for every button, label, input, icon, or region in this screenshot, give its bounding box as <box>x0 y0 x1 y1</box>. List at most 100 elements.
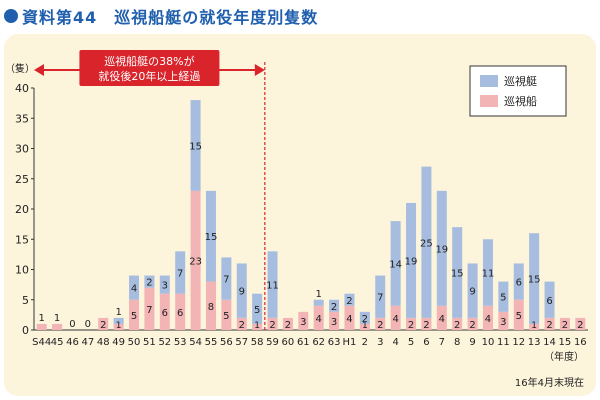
bar-segment-boat <box>205 190 216 282</box>
data-label-ship: 4 <box>485 314 491 325</box>
data-label-boat: 15 <box>528 275 541 286</box>
legend-label-boat: 巡視艇 <box>504 74 537 88</box>
x-tick-label: 61 <box>297 337 310 348</box>
x-tick-label: 10 <box>482 337 495 348</box>
x-tick-label: S44 <box>32 337 51 348</box>
data-label-boat: 9 <box>239 287 245 298</box>
bar-segment-ship <box>559 317 570 330</box>
data-label-ship: 2 <box>577 320 583 331</box>
data-label-boat: 4 <box>131 284 137 295</box>
x-tick-label: 16 <box>574 337 587 348</box>
data-label-ship: 2 <box>423 320 429 331</box>
data-label-ship: 2 <box>100 320 106 331</box>
bar-segment-boat <box>221 257 232 300</box>
data-label-ship: 3 <box>300 317 306 328</box>
y-tick-label: 35 <box>15 112 29 125</box>
bar-segment-boat <box>498 281 509 312</box>
y-axis-label: （隻） <box>5 62 35 75</box>
x-tick-label: 2 <box>362 337 368 348</box>
x-tick-label: 59 <box>266 337 279 348</box>
x-tick-label: H1 <box>343 337 357 348</box>
data-label-ship: 4 <box>439 314 445 325</box>
data-label-ship: 8 <box>208 302 214 313</box>
data-label-ship: 2 <box>562 320 568 331</box>
bar-segment-ship <box>421 317 432 330</box>
data-label-boat: 1 <box>115 307 121 318</box>
x-axis-label: （年度） <box>544 350 584 363</box>
bar-segment-boat <box>421 166 432 318</box>
bar-segment-boat <box>252 293 263 324</box>
bar-segment-ship <box>513 299 524 330</box>
data-label-ship: 6 <box>162 308 168 319</box>
data-label-ship: 2 <box>454 320 460 331</box>
data-label-ship: 1 <box>254 321 260 331</box>
data-label-boat: 7 <box>223 275 229 286</box>
x-tick-label: 13 <box>528 337 541 348</box>
bar-segment-ship <box>282 317 293 330</box>
bar-segment-boat <box>159 275 170 294</box>
bar-segment-boat <box>452 227 463 318</box>
footnote: 16年4月末現在 <box>515 376 584 389</box>
x-tick-label: 47 <box>81 337 94 348</box>
data-label-boat: 15 <box>189 141 202 152</box>
bar-segment-ship <box>98 317 109 330</box>
chart-panel: 0 5 10 15 20 25 30 35 40 （隻） 1 S44 1 45 0 46 0 47 2 48 1 1 49 5… <box>4 34 596 396</box>
legend-swatch-ship <box>480 95 498 107</box>
bullet-icon <box>4 9 18 23</box>
data-label-boat: 5 <box>500 293 506 304</box>
data-label-ship: 2 <box>469 320 475 331</box>
data-label-boat: 2 <box>346 296 352 307</box>
legend-swatch-boat <box>480 75 498 87</box>
data-label-ship: 2 <box>239 320 245 331</box>
data-label-ship: 3 <box>500 317 506 328</box>
bar-segment-ship <box>298 311 309 330</box>
bar-segment-ship <box>236 317 247 330</box>
data-label-ship: 3 <box>331 317 337 328</box>
data-label-ship: 4 <box>316 314 322 325</box>
x-tick-label: 51 <box>143 337 156 348</box>
x-tick-label: 11 <box>497 337 510 348</box>
x-tick-label: 9 <box>469 337 475 348</box>
bar-segment-ship <box>467 317 478 330</box>
x-tick-label: 52 <box>158 337 171 348</box>
bar-segment-boat <box>482 239 493 306</box>
bar-segment-boat <box>329 299 340 312</box>
stacked-bar-chart: 0510152025303540（隻）1S4414504604724811495… <box>5 50 588 389</box>
bar-segment-boat <box>436 190 447 306</box>
y-tick-label: 5 <box>22 294 29 307</box>
x-tick-label: 49 <box>112 337 125 348</box>
data-label-boat: 6 <box>546 296 552 307</box>
data-label-ship: 1 <box>39 313 45 324</box>
data-label-ship: 2 <box>408 320 414 331</box>
data-label-ship: 2 <box>269 320 275 331</box>
legend-label-ship: 巡視船 <box>504 94 537 108</box>
bar-segment-ship <box>159 293 170 330</box>
data-label-ship: 0 <box>69 319 75 330</box>
x-tick-label: 60 <box>282 337 295 348</box>
data-label-boat: 11 <box>482 269 495 280</box>
y-tick-label: 20 <box>15 203 29 216</box>
data-label-boat: 11 <box>266 281 279 292</box>
legend-box <box>469 65 567 117</box>
x-tick-label: 6 <box>423 337 429 348</box>
bar-segment-ship <box>267 317 278 330</box>
bar-segment-ship <box>344 305 355 330</box>
bar-segment-ship <box>205 281 216 330</box>
data-label-ship: 2 <box>285 320 291 331</box>
x-tick-label: 8 <box>454 337 460 348</box>
annotation-arrow-left-icon <box>34 64 44 76</box>
bar-segment-boat <box>313 299 324 306</box>
x-tick-label: 53 <box>174 337 187 348</box>
bar-segment-ship <box>575 317 586 330</box>
data-label-ship: 7 <box>146 305 152 316</box>
bar-segment-boat <box>359 311 370 324</box>
data-label-ship: 5 <box>223 311 229 322</box>
x-tick-label: 12 <box>512 337 525 348</box>
bar-segment-boat <box>129 275 140 300</box>
data-label-ship: 1 <box>116 321 122 331</box>
data-label-boat: 1 <box>316 289 322 300</box>
data-label-ship: 1 <box>362 321 368 331</box>
bar-segment-ship <box>129 299 140 330</box>
annotation-box <box>79 50 220 86</box>
data-label-ship: 4 <box>346 314 352 325</box>
